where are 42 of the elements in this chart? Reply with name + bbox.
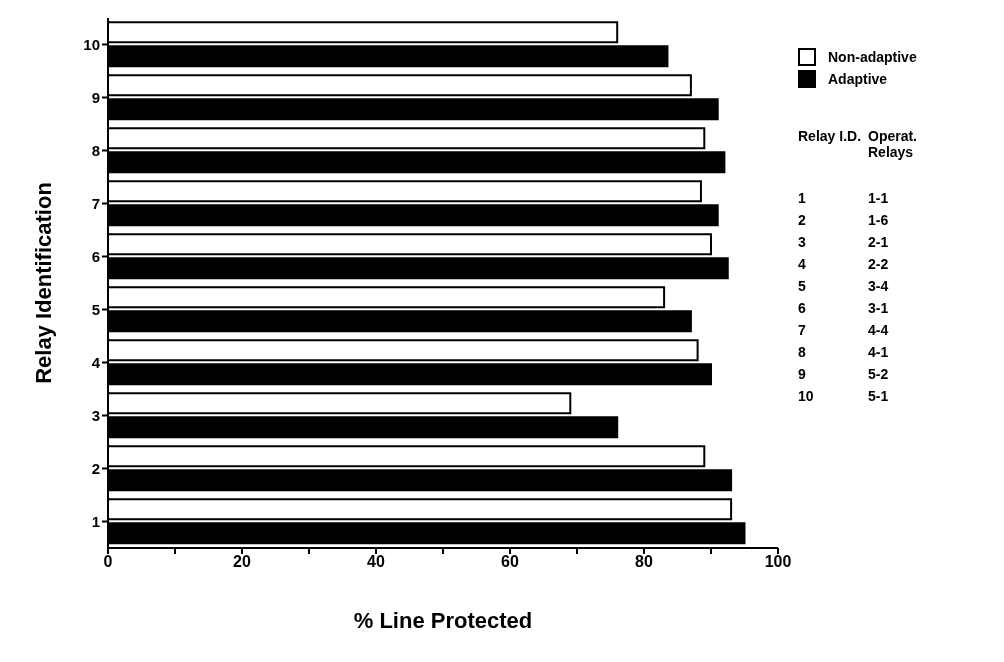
text: 10 [798, 388, 815, 404]
y-tick-label: 6 [91, 247, 100, 265]
x-tick-label: 40 [367, 553, 385, 571]
text: 4-4 [868, 322, 890, 338]
x-axis-title: % Line Protected [353, 608, 533, 633]
text: 2 [798, 212, 807, 228]
y-tick-label: 9 [91, 88, 100, 106]
text: 3 [798, 234, 807, 250]
y-tick-label: 8 [91, 141, 100, 159]
y-tick-label: 1 [91, 512, 100, 530]
text: Relay I.D. [798, 128, 863, 146]
y-axis-title: Relay Identification [30, 182, 56, 384]
text: 2-2 [868, 256, 890, 272]
x-tick-label: 100 [764, 553, 792, 571]
x-tick-label: 20 [233, 553, 251, 571]
y-tick-label: 7 [91, 194, 100, 212]
text: 3-4 [868, 278, 890, 294]
text: Operat. Relays [868, 128, 918, 160]
legend-label: Adaptive [828, 71, 888, 87]
y-tick-label: 2 [91, 459, 100, 477]
y-tick-label: 5 [91, 300, 100, 318]
text: 5-1 [868, 388, 890, 404]
y-tick-label: 10 [83, 35, 100, 53]
text: 7 [798, 322, 807, 338]
text: 1 [798, 190, 807, 206]
text: 2-1 [868, 234, 890, 250]
y-tick-label: 4 [91, 353, 101, 371]
text: 1-6 [868, 212, 890, 228]
text: 4 [798, 256, 807, 272]
text: 1-1 [868, 190, 890, 206]
x-tick-label: 0 [103, 553, 113, 571]
text: 9 [798, 366, 807, 382]
text: 6 [798, 300, 807, 316]
text: 5-2 [868, 366, 890, 382]
y-tick-label: 3 [91, 406, 100, 424]
legend-label: Non-adaptive [828, 49, 917, 65]
text: 4-1 [868, 344, 890, 360]
x-tick-label: 60 [501, 553, 519, 571]
x-tick-label: 80 [635, 553, 653, 571]
text: 5 [798, 278, 807, 294]
text: 3-1 [868, 300, 890, 316]
text: 8 [798, 344, 807, 360]
